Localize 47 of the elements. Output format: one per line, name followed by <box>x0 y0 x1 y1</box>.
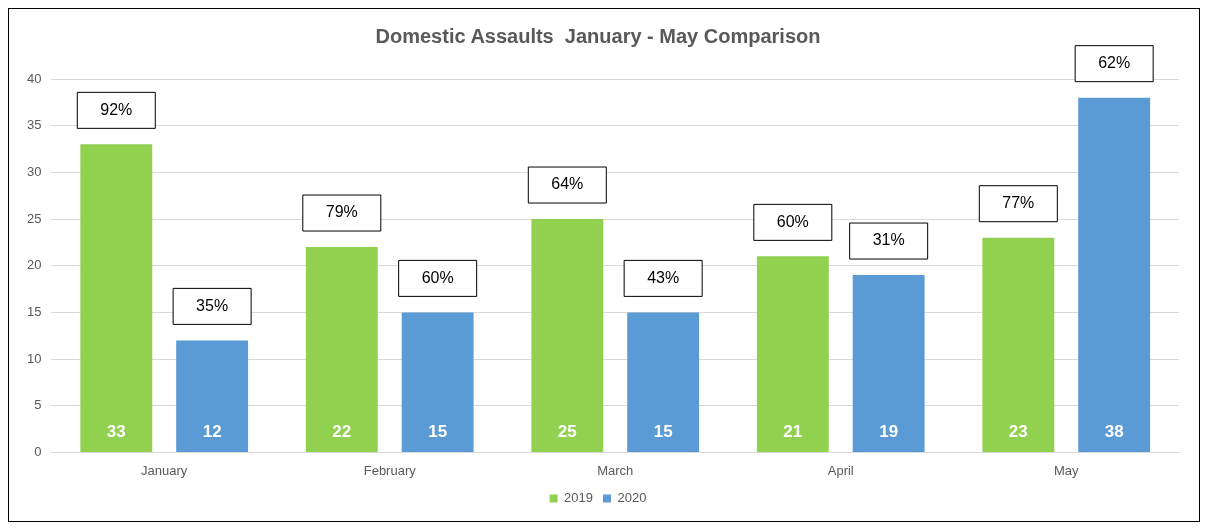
annotation: 60% <box>421 268 454 286</box>
legend-label: 2020 <box>617 490 647 506</box>
annotation: 92% <box>100 100 133 118</box>
annotation: 31% <box>872 231 905 249</box>
data-label: 21 <box>783 422 803 442</box>
y-tick-label: 10 <box>26 350 42 366</box>
annotation: 79% <box>325 203 358 221</box>
x-tick-label: April <box>827 462 854 478</box>
data-label: 23 <box>1008 422 1028 442</box>
annotation: 35% <box>196 296 229 314</box>
bar <box>852 275 925 452</box>
chart-title: Domestic Assaults January - May Comparison <box>375 24 821 47</box>
data-label: 15 <box>428 422 448 442</box>
y-tick-label: 5 <box>34 397 42 413</box>
bar <box>305 247 378 452</box>
data-label: 19 <box>879 422 899 442</box>
text: 62% <box>1098 54 1131 72</box>
y-tick-label: 40 <box>26 70 42 86</box>
bar <box>80 144 153 452</box>
data-label: 22 <box>332 422 352 442</box>
bar <box>756 256 829 452</box>
y-tick-label: 20 <box>26 257 42 273</box>
y-tick-label: 35 <box>26 117 42 133</box>
bar <box>176 340 249 452</box>
annotation: 60% <box>776 212 809 230</box>
x-tick-label: February <box>363 462 417 478</box>
y-tick-label: 25 <box>26 210 42 226</box>
data-label: 38 <box>1104 422 1124 442</box>
y-tick-label: 0 <box>34 443 42 459</box>
bar <box>627 312 700 452</box>
bar <box>401 312 474 452</box>
x-tick-label: May <box>1053 462 1080 478</box>
annotation: 64% <box>551 175 584 193</box>
y-tick-label: 15 <box>26 303 42 319</box>
annotation: 43% <box>647 268 680 286</box>
bar <box>1078 97 1151 452</box>
annotation: 77% <box>1002 194 1035 212</box>
data-label: 25 <box>557 422 577 442</box>
x-tick-label: March <box>597 462 634 478</box>
bar <box>531 219 604 452</box>
legend-label: 2019 <box>564 490 593 506</box>
data-label: 12 <box>202 422 222 442</box>
data-label: 15 <box>653 422 673 442</box>
data-label: 33 <box>106 422 126 442</box>
y-tick-label: 30 <box>26 163 42 179</box>
bar <box>982 237 1055 452</box>
x-tick-label: January <box>141 462 188 478</box>
